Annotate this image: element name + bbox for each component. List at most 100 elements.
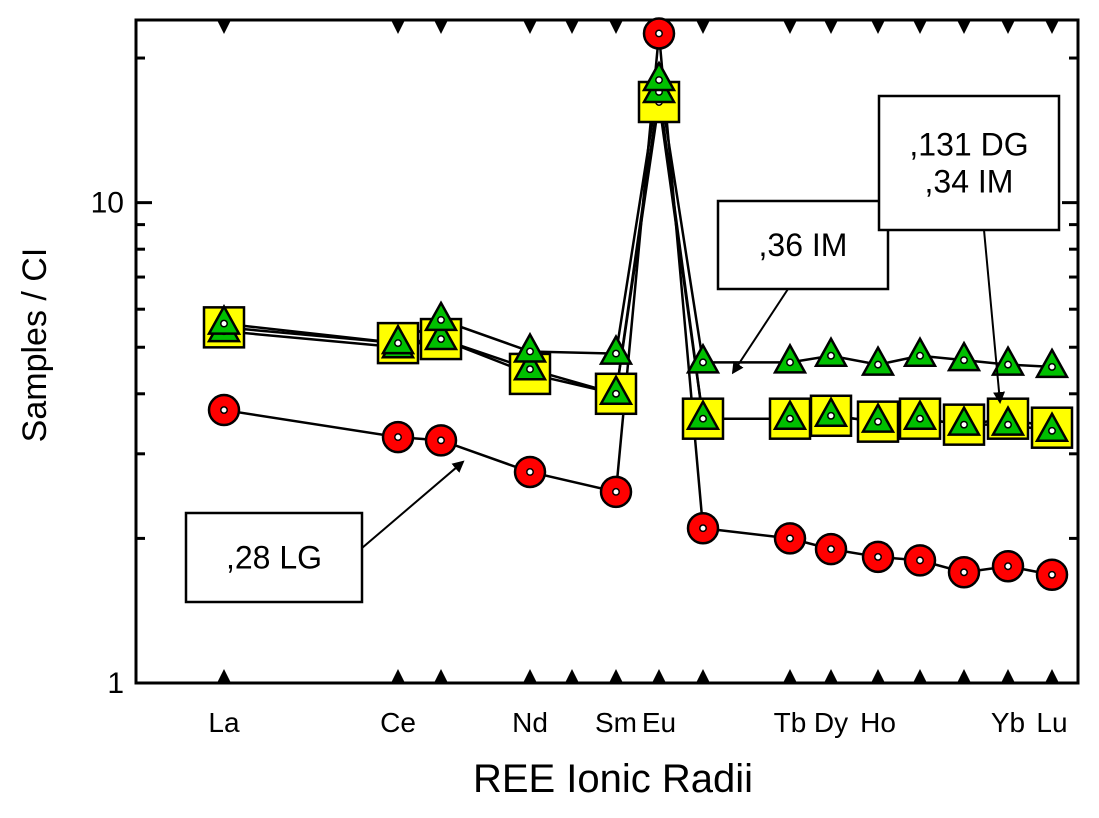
- data-point: [772, 342, 808, 374]
- data-point: [860, 345, 896, 376]
- data-point-dot: [827, 545, 835, 554]
- x-tick-bottom: [217, 669, 231, 683]
- x-tick-top: [1001, 20, 1015, 34]
- annotations-layer: ,28 LG ,36 IM ,131 DG,34 IM: [184, 94, 1061, 604]
- data-point-dot: [612, 389, 620, 398]
- data-point-dot: [874, 417, 882, 426]
- data-point-dot: [916, 414, 924, 423]
- data-point-dot: [1004, 420, 1012, 429]
- data-point-dot: [437, 335, 445, 344]
- data-point: [1035, 558, 1069, 592]
- data-point-dot: [1004, 562, 1012, 571]
- data-point: [685, 399, 721, 430]
- x-tick-bottom: [913, 669, 927, 683]
- x-tick-bottom: [391, 669, 405, 683]
- x-tick-top: [391, 20, 405, 34]
- x-tick-label: La: [208, 707, 240, 738]
- data-point-dot: [1004, 360, 1012, 369]
- x-tick-bottom: [1045, 669, 1059, 683]
- x-tick-top: [783, 20, 797, 34]
- data-point: [772, 399, 808, 430]
- x-tick-label: Eu: [642, 707, 676, 738]
- data-point: [947, 556, 981, 589]
- x-tick-top: [824, 20, 838, 34]
- x-tick-bottom: [871, 669, 885, 683]
- x-tick-top: [1045, 20, 1059, 34]
- x-tick-top: [217, 20, 231, 34]
- x-tick-bottom: [783, 669, 797, 683]
- data-point-dot: [916, 556, 924, 565]
- x-tick-bottom: [565, 669, 579, 683]
- data-point: [860, 402, 896, 433]
- data-point-dot: [655, 76, 663, 84]
- data-point: [207, 393, 241, 427]
- data-point: [1034, 347, 1070, 379]
- annotation-box: [877, 94, 1061, 232]
- annotation-label: ,36 IM: [759, 227, 848, 263]
- data-point: [512, 349, 548, 381]
- data-point-dot: [827, 411, 835, 420]
- annotation-arrow: [983, 229, 1006, 405]
- x-tick-label: Lu: [1036, 707, 1067, 738]
- x-tick-top: [696, 20, 710, 34]
- annotation-label: ,34 IM: [925, 164, 1014, 200]
- x-tick-label: Dy: [814, 707, 848, 738]
- data-point-dot: [220, 319, 228, 328]
- x-tick-label: Tb: [774, 707, 807, 738]
- plot-frame: [134, 18, 1080, 685]
- y-tick-label: 1: [107, 667, 124, 700]
- x-tick-bottom: [824, 669, 838, 683]
- x-tick-bottom: [434, 669, 448, 683]
- x-tick-bottom: [696, 669, 710, 683]
- data-point-dot: [699, 414, 707, 423]
- x-tick-bottom: [609, 669, 623, 683]
- x-tick-label: Ho: [860, 707, 896, 738]
- axes-layer: 1 10 La Ce Nd Sm Eu Tb Dy Ho Yb Lu: [91, 18, 1080, 738]
- data-point: [513, 455, 547, 489]
- x-tick-top: [871, 20, 885, 34]
- data-point-dot: [827, 351, 835, 360]
- data-point: [599, 475, 633, 509]
- x-tick-top: [609, 20, 623, 34]
- data-point: [814, 532, 848, 566]
- x-tick-label: Ce: [380, 707, 416, 738]
- x-tick-bottom: [523, 669, 537, 683]
- x-axis-title: REE Ionic Radii: [473, 757, 753, 801]
- data-point-dot: [437, 436, 445, 445]
- data-point: [946, 405, 982, 436]
- data-point-dot: [916, 351, 924, 360]
- data-point: [990, 405, 1026, 436]
- data-point-dot: [874, 360, 882, 369]
- data-point-dot: [786, 534, 794, 543]
- data-point-dot: [960, 356, 968, 365]
- data-point: [642, 17, 676, 50]
- x-tick-bottom: [957, 669, 971, 683]
- data-point: [380, 323, 416, 355]
- data-point: [1034, 411, 1070, 443]
- y-tick-label: 10: [91, 187, 124, 220]
- data-point: [861, 540, 895, 574]
- data-point-dot: [1048, 362, 1056, 371]
- data-point-dot: [1048, 426, 1056, 435]
- data-point: [423, 319, 459, 351]
- x-tick-top: [565, 20, 579, 34]
- x-tick-label: Sm: [595, 707, 637, 738]
- data-point: [902, 336, 938, 368]
- data-point: [641, 60, 677, 92]
- data-point: [206, 304, 242, 335]
- x-tick-bottom: [1001, 669, 1015, 683]
- data-point: [946, 340, 982, 372]
- x-tick-top: [523, 20, 537, 34]
- data-point: [903, 544, 937, 577]
- data-point: [813, 396, 849, 428]
- annotation-arrow: [361, 460, 465, 549]
- data-point-dot: [786, 414, 794, 423]
- x-tick-bottom: [652, 669, 666, 683]
- data-point-dot: [786, 358, 794, 367]
- data-point: [424, 424, 458, 457]
- data-point: [991, 550, 1025, 583]
- data-point-dot: [526, 347, 534, 356]
- annotation-label: ,131 DG: [909, 127, 1028, 163]
- data-point-dot: [526, 365, 534, 374]
